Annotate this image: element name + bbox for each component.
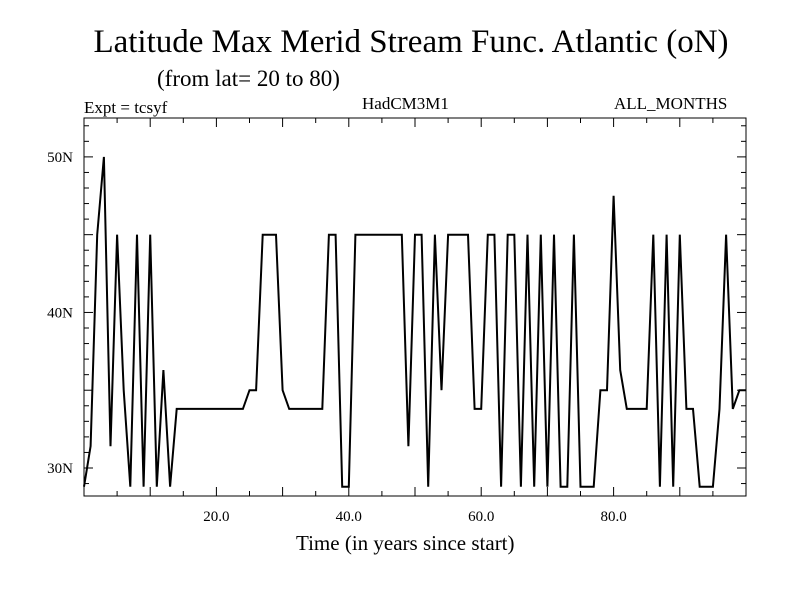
period-label: ALL_MONTHS — [614, 94, 728, 113]
y-tick-label: 40N — [47, 305, 73, 321]
axis-ticks — [84, 118, 746, 496]
x-tick-label: 60.0 — [468, 509, 494, 525]
series-line — [83, 156, 746, 488]
chart-title: Latitude Max Merid Stream Func. Atlantic… — [93, 24, 729, 60]
y-tick-label: 30N — [47, 461, 73, 477]
x-tick-label: 80.0 — [600, 509, 626, 525]
axis-tick-labels: 20.0 40.0 60.0 80.0 30N 40N 50N — [47, 150, 627, 525]
plot-frame — [83, 117, 747, 497]
y-tick-label: 50N — [47, 150, 73, 166]
experiment-label: Expt = tcsyf — [84, 98, 168, 117]
model-label: HadCM3M1 — [362, 94, 449, 113]
x-axis-label: Time (in years since start) — [296, 531, 515, 555]
x-tick-label: 40.0 — [336, 509, 362, 525]
x-tick-label: 20.0 — [203, 509, 229, 525]
chart-subtitle: (from lat= 20 to 80) — [157, 66, 340, 91]
